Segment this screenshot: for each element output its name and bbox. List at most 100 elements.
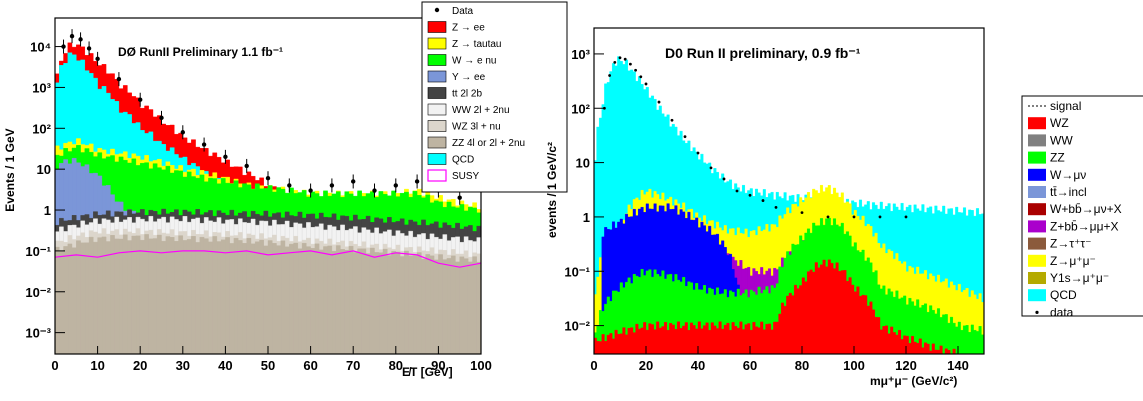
x-tick-label: 90 [431, 358, 445, 373]
y-tick-label: 10 [576, 156, 590, 171]
x-tick-label: 20 [133, 358, 147, 373]
data-point [696, 151, 700, 155]
x-tick-label: 30 [176, 358, 190, 373]
left-y-ticks: 10⁻³ 10⁻² 10⁻¹ 1 10 10² 10³ 10⁴ [25, 40, 65, 341]
data-point [351, 179, 356, 184]
data-point [683, 135, 687, 139]
data-point [287, 183, 292, 188]
legend-label: W+bb̄→μν+X [1050, 202, 1122, 216]
data-point [618, 56, 622, 60]
legend-label: ZZ [1050, 151, 1065, 165]
data-point [86, 46, 92, 51]
data-point [722, 177, 726, 181]
data-point [138, 97, 143, 102]
y-tick-label: 10⁻² [564, 319, 590, 334]
legend-label: tt 2l 2b [452, 89, 482, 100]
legend-swatch-wz-3l-nu [427, 120, 447, 132]
left-y-axis-label: Events / 1 GeV [3, 128, 17, 211]
data-point [78, 37, 83, 42]
y-tick-label: 10⁴ [30, 40, 51, 55]
legend-swatch-qcd [1028, 289, 1046, 302]
data-point [852, 215, 856, 219]
legend-swatch-ww [1028, 134, 1046, 147]
legend-label: data [1050, 305, 1074, 319]
data-point [95, 56, 100, 62]
legend-swatch-tt-2l-2b [427, 87, 447, 99]
y-tick-label: 10⁻¹ [25, 244, 51, 259]
y-tick-label: 10⁻³ [25, 326, 51, 341]
left-x-axis-label: E̸T [GeV] [402, 365, 453, 379]
data-point [608, 74, 611, 77]
left-stack-layers [54, 42, 482, 355]
chart-left: 0 10 20 30 40 50 60 70 80 90 100 10⁻³10⁻²10⁻¹11010… [3, 1, 568, 379]
legend-swatch-data [434, 7, 440, 13]
series-susy-line [54, 250, 482, 268]
data-point [735, 189, 739, 193]
legend-swatch-w-bb-x [1028, 203, 1046, 216]
legend-swatch-z [1028, 237, 1046, 250]
legend-label: Z→τ⁺τ⁻ [1050, 237, 1091, 251]
legend-label: Z → ee [452, 23, 485, 34]
series-wz-area [593, 259, 958, 355]
x-tick-label: 120 [895, 358, 917, 373]
chart-right: 0 20 40 60 80 100 120 140 10⁻² 10⁻¹ 1 10 10² 10³ D0 … [545, 27, 1143, 388]
right-y-ticks: 10⁻² 10⁻¹ 1 10 10² 10³ [564, 47, 604, 334]
x-tick-label: 60 [743, 358, 757, 373]
legend-label: tt̄→incl [1050, 185, 1087, 199]
right-data-points [603, 56, 908, 219]
data-point [623, 57, 627, 61]
data-point [761, 199, 765, 202]
data-point [629, 62, 632, 66]
legend-swatch-ww-2l-2nu [427, 103, 447, 116]
data-point [159, 115, 164, 121]
legend-label: SUSY [452, 171, 480, 182]
data-point [265, 176, 271, 181]
y-tick-label: 1 [583, 210, 590, 225]
left-chart-title: DØ RunII Preliminary 1.1 fb⁻¹ [118, 45, 283, 59]
series-zz-area [593, 217, 985, 355]
x-tick-label: 80 [795, 358, 809, 373]
legend-swatch-z-tautau [427, 37, 447, 50]
x-tick-label: 40 [218, 358, 232, 373]
data-point [329, 183, 335, 188]
right-x-axis-label: mμ⁺μ⁻ (GeV/c²) [870, 374, 957, 388]
y-tick-label: 10⁻² [25, 285, 51, 300]
data-point [69, 33, 75, 39]
data-point [372, 188, 377, 193]
right-stack-layers [593, 56, 985, 355]
legend-swatch-z-ee [427, 21, 447, 33]
data-point [116, 76, 122, 82]
series-zz-4l-or-2l-2nu-area [54, 234, 482, 355]
legend-swatch-qcd [427, 153, 447, 165]
left-x-ticks: 0 10 20 30 40 50 60 70 80 90 100 [51, 346, 492, 373]
data-point [670, 118, 674, 122]
left-susy-line [54, 250, 482, 268]
x-tick-label: 50 [261, 358, 275, 373]
right-legend: signal WZ WW ZZ W→μν tt̄→incl W+bb̄→μν+X Z+bb̄→… [1028, 99, 1122, 319]
x-tick-label: 40 [691, 358, 705, 373]
legend-label: WZ 3l + nu [452, 122, 501, 133]
right-plot-frame [593, 27, 985, 355]
legend-label: WW [1050, 133, 1073, 147]
legend-label: QCD [1050, 288, 1077, 302]
data-point [308, 188, 313, 193]
legend-swatch-1s [1028, 272, 1046, 284]
data-point [393, 183, 398, 188]
y-tick-label: 10² [571, 101, 590, 116]
legend-swatch-y-ee [427, 70, 447, 83]
legend-label: signal [1050, 99, 1081, 113]
legend-label: ZZ 4l or 2l + 2nu [452, 138, 525, 149]
y-tick-label: 10³ [32, 80, 51, 95]
x-tick-label: 80 [389, 358, 403, 373]
y-tick-label: 10³ [571, 47, 590, 62]
data-point [634, 68, 637, 72]
legend-label: QCD [452, 155, 474, 166]
x-tick-label: 20 [639, 358, 653, 373]
x-tick-label: 100 [843, 358, 865, 373]
right-x-ticks: 0 20 40 60 80 100 120 140 [590, 346, 969, 373]
legend-label: WW 2l + 2nu [452, 105, 510, 116]
legend-label: WZ [1050, 116, 1069, 130]
x-tick-label: 60 [303, 358, 317, 373]
legend-swatch-susy [427, 169, 447, 182]
